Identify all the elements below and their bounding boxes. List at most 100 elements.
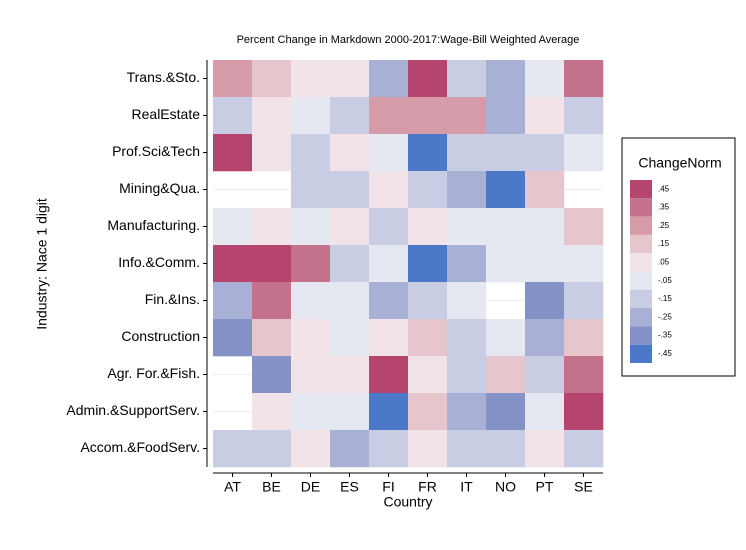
x-axis-label: Country bbox=[383, 494, 432, 510]
y-tick-label: Admin.&SupportServ. bbox=[66, 402, 200, 418]
heatmap-cell bbox=[564, 60, 604, 98]
heatmap-cell bbox=[291, 208, 331, 246]
heatmap-cell bbox=[291, 282, 331, 320]
heatmap-cell bbox=[330, 245, 370, 283]
heatmap-cell bbox=[369, 97, 409, 135]
heatmap-cell bbox=[408, 97, 448, 135]
heatmap-cell bbox=[525, 319, 565, 357]
heatmap-cell bbox=[252, 245, 292, 283]
legend-swatch bbox=[630, 216, 652, 235]
heatmap-cell bbox=[525, 60, 565, 98]
heatmap-cell bbox=[525, 430, 565, 468]
heatmap-cell bbox=[525, 97, 565, 135]
heatmap-cell bbox=[369, 60, 409, 98]
heatmap-cell bbox=[408, 282, 448, 320]
heatmap-cell bbox=[330, 430, 370, 468]
y-tick-label: Construction bbox=[121, 328, 200, 344]
legend-label: -.15 bbox=[658, 294, 672, 303]
heatmap-cell bbox=[252, 319, 292, 357]
y-tick-label: Accom.&FoodServ. bbox=[80, 439, 200, 455]
legend-swatch bbox=[630, 180, 652, 199]
legend-swatch bbox=[630, 344, 652, 363]
y-tick-label: Trans.&Sto. bbox=[127, 69, 200, 85]
heatmap-cell bbox=[408, 430, 448, 468]
heatmap-cell bbox=[447, 134, 487, 172]
legend-swatch bbox=[630, 253, 652, 272]
legend-label: -.45 bbox=[658, 349, 672, 358]
heatmap-cell bbox=[408, 356, 448, 394]
x-tick-label: PT bbox=[536, 479, 554, 495]
x-tick-label: IT bbox=[460, 479, 473, 495]
x-tick-label: FI bbox=[382, 479, 394, 495]
heatmap-cell bbox=[447, 356, 487, 394]
heatmap-cell bbox=[564, 356, 604, 394]
heatmap-cell bbox=[369, 134, 409, 172]
heatmap-cell bbox=[447, 97, 487, 135]
heatmap-cell bbox=[408, 319, 448, 357]
heatmap-cell bbox=[564, 245, 604, 283]
heatmap-cell bbox=[252, 393, 292, 431]
heatmap-cell bbox=[564, 97, 604, 135]
x-tick-label: NO bbox=[495, 479, 516, 495]
heatmap-cell bbox=[213, 97, 253, 135]
heatmap-cell bbox=[525, 245, 565, 283]
heatmap-cell bbox=[330, 208, 370, 246]
legend-label: .05 bbox=[658, 257, 670, 266]
heatmap-cell bbox=[213, 430, 253, 468]
heatmap-cell bbox=[330, 171, 370, 209]
legend-swatch bbox=[630, 289, 652, 309]
heatmap-cell bbox=[447, 430, 487, 468]
legend-swatch bbox=[630, 234, 652, 254]
heatmap-cell bbox=[525, 356, 565, 394]
x-tick-label: DE bbox=[301, 479, 320, 495]
y-axis-label: Industry: Nace 1 digit bbox=[34, 198, 50, 330]
heatmap-cell bbox=[486, 208, 526, 246]
heatmap-cell bbox=[291, 393, 331, 431]
heatmap-cell bbox=[213, 282, 253, 320]
heatmap-cell bbox=[564, 208, 604, 246]
heatmap-cell bbox=[252, 430, 292, 468]
heatmap-cell bbox=[408, 60, 448, 98]
chart-title: Percent Change in Markdown 2000-2017:Wag… bbox=[237, 34, 580, 46]
heatmap-cell bbox=[486, 245, 526, 283]
y-tick-label: Mining&Qua. bbox=[119, 180, 200, 196]
heatmap-cell bbox=[564, 134, 604, 172]
heatmap-cell bbox=[330, 97, 370, 135]
heatmap-cell bbox=[330, 393, 370, 431]
heatmap-cell bbox=[252, 60, 292, 98]
heatmap-cell bbox=[213, 319, 253, 357]
heatmap-cell bbox=[564, 430, 604, 468]
heatmap-cell bbox=[291, 245, 331, 283]
heatmap-cell bbox=[447, 208, 487, 246]
heatmap-cell bbox=[291, 134, 331, 172]
legend-label: .45 bbox=[658, 184, 670, 193]
heatmap-cell bbox=[447, 245, 487, 283]
heatmap-cell bbox=[408, 171, 448, 209]
legend-label: .15 bbox=[658, 239, 670, 248]
heatmap-cell bbox=[564, 319, 604, 357]
legend-swatch bbox=[630, 308, 652, 327]
legend-label: -.05 bbox=[658, 276, 672, 285]
heatmap-cell bbox=[447, 393, 487, 431]
heatmap-cell bbox=[369, 430, 409, 468]
heatmap-cell bbox=[408, 134, 448, 172]
heatmap-cell bbox=[525, 171, 565, 209]
heatmap-cell bbox=[447, 171, 487, 209]
heatmap-cell bbox=[369, 319, 409, 357]
heatmap-cell bbox=[252, 208, 292, 246]
heatmap-cell bbox=[447, 282, 487, 320]
y-tick-label: Info.&Comm. bbox=[118, 254, 200, 270]
legend-swatch bbox=[630, 198, 652, 217]
heatmap-cell bbox=[291, 319, 331, 357]
y-tick-label: RealEstate bbox=[132, 106, 201, 122]
y-tick-label: Prof.Sci&Tech bbox=[112, 143, 200, 159]
heatmap-cell bbox=[525, 393, 565, 431]
heatmap-cell bbox=[408, 208, 448, 246]
y-tick-label: Manufacturing. bbox=[107, 217, 200, 233]
y-tick-label: Fin.&Ins. bbox=[145, 291, 200, 307]
heatmap-cell bbox=[525, 134, 565, 172]
heatmap-cell bbox=[369, 393, 409, 431]
heatmap-cell bbox=[330, 319, 370, 357]
heatmap-cell bbox=[330, 134, 370, 172]
